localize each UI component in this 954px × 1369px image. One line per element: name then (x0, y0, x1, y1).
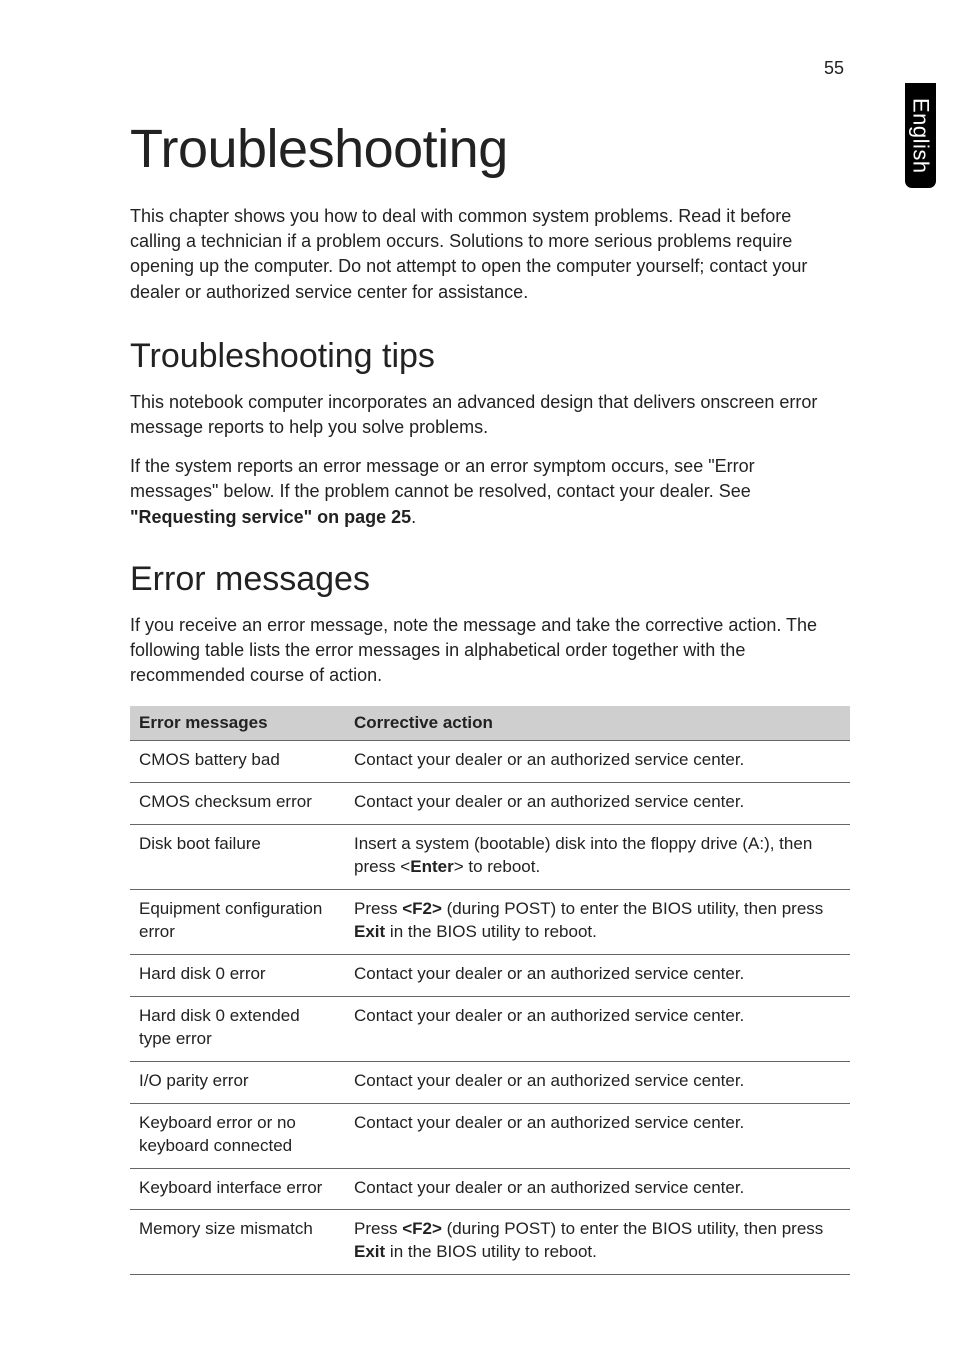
table-row: Equipment configuration errorPress <F2> … (130, 890, 850, 955)
table-row: I/O parity errorContact your dealer or a… (130, 1061, 850, 1103)
cell-corrective-action: Contact your dealer or an authorized ser… (345, 954, 850, 996)
cell-error-message: Disk boot failure (130, 825, 345, 890)
table-row: Hard disk 0 extended type errorContact y… (130, 996, 850, 1061)
table-row: Hard disk 0 errorContact your dealer or … (130, 954, 850, 996)
cell-corrective-action: Contact your dealer or an authorized ser… (345, 1061, 850, 1103)
page-title: Troubleshooting (130, 118, 844, 180)
cell-corrective-action: Press <F2> (during POST) to enter the BI… (345, 890, 850, 955)
cell-error-message: Keyboard interface error (130, 1168, 345, 1210)
table-row: Memory size mismatchPress <F2> (during P… (130, 1210, 850, 1275)
table-row: CMOS battery badContact your dealer or a… (130, 741, 850, 783)
page: 55 English Troubleshooting This chapter … (0, 0, 954, 1369)
cell-corrective-action: Contact your dealer or an authorized ser… (345, 783, 850, 825)
cell-corrective-action: Contact your dealer or an authorized ser… (345, 996, 850, 1061)
cell-error-message: Hard disk 0 extended type error (130, 996, 345, 1061)
tips-p2-text: If the system reports an error message o… (130, 456, 755, 501)
table-row: CMOS checksum errorContact your dealer o… (130, 783, 850, 825)
cell-corrective-action: Contact your dealer or an authorized ser… (345, 741, 850, 783)
page-number: 55 (824, 58, 844, 79)
tips-heading: Troubleshooting tips (130, 337, 844, 376)
cell-error-message: I/O parity error (130, 1061, 345, 1103)
cell-error-message: Hard disk 0 error (130, 954, 345, 996)
language-tab-label: English (908, 98, 934, 174)
tips-p2-link: "Requesting service" on page 25 (130, 507, 411, 527)
cell-error-message: CMOS checksum error (130, 783, 345, 825)
table-row: Keyboard error or no keyboard connectedC… (130, 1103, 850, 1168)
cell-error-message: Memory size mismatch (130, 1210, 345, 1275)
cell-error-message: Keyboard error or no keyboard connected (130, 1103, 345, 1168)
cell-corrective-action: Contact your dealer or an authorized ser… (345, 1168, 850, 1210)
col-error-messages: Error messages (130, 706, 345, 741)
intro-paragraph: This chapter shows you how to deal with … (130, 204, 840, 305)
table-body: CMOS battery badContact your dealer or a… (130, 741, 850, 1275)
tips-paragraph-1: This notebook computer incorporates an a… (130, 390, 844, 440)
table-row: Keyboard interface errorContact your dea… (130, 1168, 850, 1210)
cell-corrective-action: Contact your dealer or an authorized ser… (345, 1103, 850, 1168)
cell-error-message: CMOS battery bad (130, 741, 345, 783)
table-header-row: Error messages Corrective action (130, 706, 850, 741)
error-messages-heading: Error messages (130, 560, 844, 599)
language-tab: English (905, 83, 936, 188)
col-corrective-action: Corrective action (345, 706, 850, 741)
cell-error-message: Equipment configuration error (130, 890, 345, 955)
tips-p2-end: . (411, 507, 416, 527)
error-messages-intro: If you receive an error message, note th… (130, 613, 844, 689)
table-row: Disk boot failureInsert a system (bootab… (130, 825, 850, 890)
cell-corrective-action: Insert a system (bootable) disk into the… (345, 825, 850, 890)
error-messages-table: Error messages Corrective action CMOS ba… (130, 706, 850, 1275)
tips-paragraph-2: If the system reports an error message o… (130, 454, 844, 530)
cell-corrective-action: Press <F2> (during POST) to enter the BI… (345, 1210, 850, 1275)
